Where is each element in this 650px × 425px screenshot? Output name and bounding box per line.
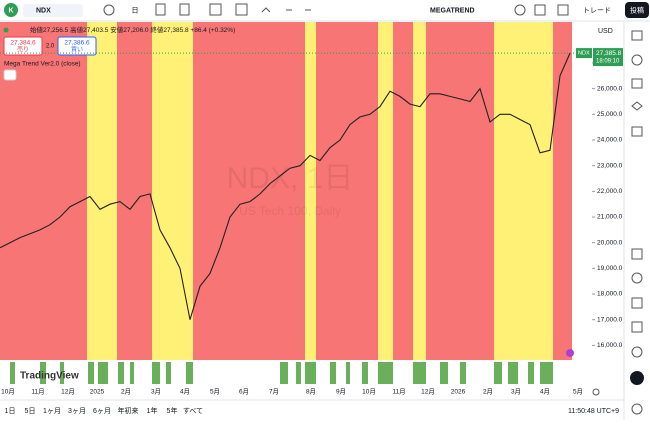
x-tick-label: 12月 bbox=[61, 388, 75, 396]
sidebar-icons[interactable] bbox=[631, 30, 643, 415]
sidebar bbox=[624, 22, 650, 420]
branding: TradingView bbox=[20, 371, 79, 382]
x-tick-label: 2025 bbox=[90, 389, 105, 396]
x-tick-label: 9月 bbox=[336, 388, 346, 396]
buy-label: 買い bbox=[71, 47, 83, 54]
y-tick-label: 26,000.0 bbox=[597, 85, 623, 92]
x-tick-label: 11月 bbox=[31, 388, 44, 396]
spread: 2.0 bbox=[46, 44, 55, 50]
countdown: 18:09:10 bbox=[596, 59, 620, 65]
sell-label: 売り bbox=[17, 46, 29, 54]
axis-settings[interactable] bbox=[592, 388, 600, 396]
ohlc: 始値27,256.5 高値27,403.5 安値27,206.0 終値27,38… bbox=[30, 25, 235, 34]
timeframe[interactable]: すべて bbox=[183, 407, 203, 415]
replay-icon[interactable] bbox=[261, 7, 271, 13]
clock: 11:50:48 UTC+9 bbox=[568, 408, 619, 415]
event-marker[interactable] bbox=[566, 349, 574, 357]
alert-icon[interactable] bbox=[235, 3, 248, 16]
x-tick-label: 10月 bbox=[362, 388, 376, 396]
timeframe[interactable]: 3ヶ月 bbox=[68, 407, 86, 415]
price-axis bbox=[592, 22, 623, 390]
symbol-tag-bg bbox=[576, 48, 592, 59]
x-tick-label: 5月 bbox=[210, 388, 220, 396]
signal-strip bbox=[0, 362, 572, 384]
buy-button[interactable] bbox=[57, 36, 97, 56]
last-price-bg bbox=[593, 48, 623, 67]
x-tick-label: 2026 bbox=[451, 389, 466, 396]
currency: USD bbox=[598, 28, 613, 35]
last-price: 27,385.8 bbox=[596, 50, 622, 57]
publish-button[interactable] bbox=[625, 2, 649, 18]
toolbar bbox=[0, 0, 650, 20]
timeframe[interactable]: 1ヶ月 bbox=[43, 407, 61, 415]
symbol-tag: NDX bbox=[578, 51, 590, 57]
menu-button[interactable] bbox=[630, 371, 644, 385]
y-tick-label: 24,000.0 bbox=[597, 137, 623, 144]
x-tick-label: 2月 bbox=[121, 388, 131, 396]
add-icon[interactable] bbox=[103, 4, 115, 16]
publish-label: 投稿 bbox=[630, 5, 644, 14]
x-tick-label: 3月 bbox=[511, 388, 521, 396]
x-tick-label: 12月 bbox=[421, 388, 435, 396]
status-dot bbox=[3, 27, 9, 33]
timeframe[interactable]: 1年 bbox=[147, 406, 158, 415]
y-tick-label: 21,000.0 bbox=[597, 214, 623, 221]
x-tick-label: 2月 bbox=[483, 388, 493, 396]
sell-button[interactable] bbox=[3, 36, 43, 56]
y-tick-label: 20,000.0 bbox=[597, 239, 623, 246]
regime-bands bbox=[0, 22, 572, 360]
x-tick-label: 6月 bbox=[239, 388, 249, 396]
x-tick-label: 4月 bbox=[180, 388, 190, 396]
templates-icon[interactable] bbox=[209, 3, 222, 16]
y-tick-label: 23,000.0 bbox=[597, 162, 623, 169]
collapse-button[interactable] bbox=[3, 69, 17, 81]
timeframe[interactable]: 5年 bbox=[167, 406, 178, 415]
x-tick-label: 7月 bbox=[269, 388, 279, 396]
layout-name[interactable]: MEGATREND bbox=[430, 7, 475, 14]
y-tick-label: 18,000.0 bbox=[597, 291, 623, 298]
timeframe[interactable]: 1日 bbox=[5, 407, 16, 415]
x-tick-label: 5月 bbox=[573, 388, 583, 396]
symbol: NDX bbox=[36, 7, 51, 14]
timeframe[interactable]: 5日 bbox=[25, 407, 36, 415]
x-tick-label: 8月 bbox=[306, 388, 316, 396]
timeframe[interactable]: 6ヶ月 bbox=[93, 407, 111, 415]
indicator-icon[interactable] bbox=[179, 3, 190, 16]
x-tick-label: 10月 bbox=[1, 388, 15, 396]
y-tick-label: 17,000.0 bbox=[597, 316, 623, 323]
x-tick-label: 11月 bbox=[392, 388, 405, 396]
watermark-subtitle: US Tech 100, Daily bbox=[239, 204, 341, 218]
x-tick-label: 4月 bbox=[540, 388, 550, 396]
avatar[interactable] bbox=[4, 3, 18, 17]
camera-icon[interactable] bbox=[557, 4, 569, 16]
sell-price: 27,384.6 bbox=[10, 40, 36, 47]
watermark-title: NDX, 1日 bbox=[227, 162, 354, 195]
indicator-name: Mega Trend Ver2.0 (close) bbox=[4, 61, 81, 68]
symbol-search[interactable] bbox=[23, 4, 83, 17]
settings-icon[interactable] bbox=[534, 4, 546, 16]
y-tick-label: 22,000.0 bbox=[597, 188, 623, 195]
x-tick-label: 3月 bbox=[151, 388, 161, 396]
y-tick-label: 19,000.0 bbox=[597, 265, 623, 272]
price-line bbox=[0, 52, 571, 320]
avatar-letter: K bbox=[8, 7, 13, 14]
timeframe[interactable]: 年初来 bbox=[118, 406, 139, 415]
interval-icon[interactable]: 日 bbox=[132, 6, 139, 14]
search-icon[interactable] bbox=[514, 4, 526, 16]
bars-icon[interactable] bbox=[155, 3, 166, 16]
trade-button[interactable]: トレード bbox=[583, 7, 611, 14]
y-tick-label: 25,000.0 bbox=[597, 111, 623, 118]
buy-price: 27,386.6 bbox=[64, 40, 90, 47]
y-tick-label: 16,000.0 bbox=[597, 342, 623, 349]
